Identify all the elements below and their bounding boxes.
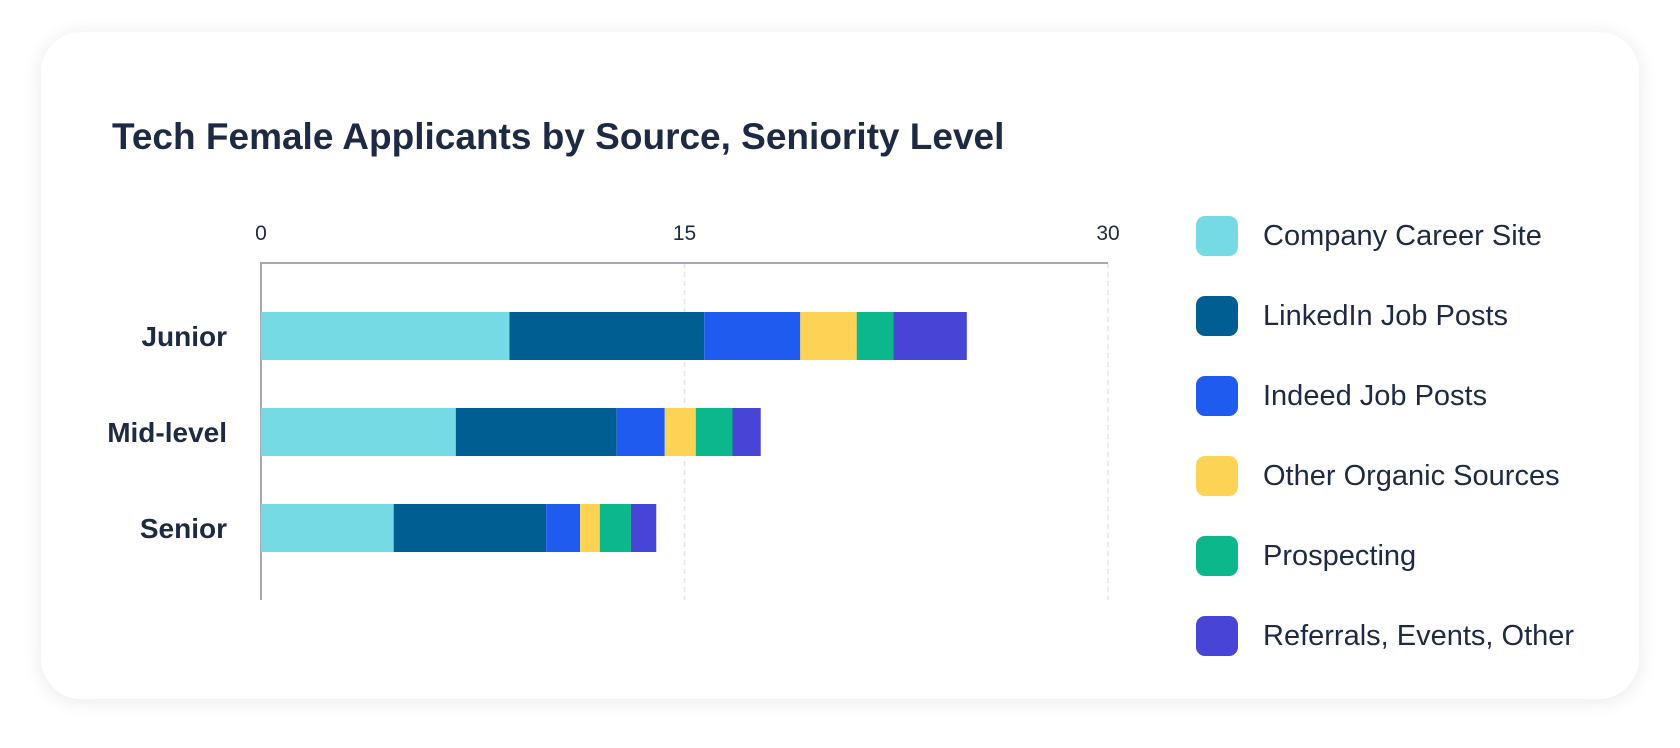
legend-swatch	[1196, 296, 1238, 336]
bar-segment-senior-5	[630, 504, 657, 552]
bar-segment-senior-0	[261, 504, 394, 552]
bar-segment-senior-3	[580, 504, 600, 552]
legend-item: Company Career Site	[1196, 216, 1542, 256]
bar-segment-mid-level-3	[664, 408, 696, 456]
legend-item: Prospecting	[1196, 536, 1416, 576]
legend-swatch	[1196, 536, 1238, 576]
legend-item: LinkedIn Job Posts	[1196, 296, 1508, 336]
legend-swatch	[1196, 216, 1238, 256]
x-tick-label: 15	[673, 222, 696, 245]
bar-segment-mid-level-4	[695, 408, 733, 456]
bar-segment-junior-1	[509, 312, 705, 360]
category-label: Senior	[140, 513, 227, 544]
legend-label: Other Organic Sources	[1263, 459, 1560, 492]
x-tick-label: 30	[1096, 222, 1119, 245]
bar-segment-senior-4	[599, 504, 631, 552]
category-label: Junior	[141, 321, 227, 352]
legend-label: Prospecting	[1263, 539, 1417, 572]
bar-segment-senior-2	[546, 504, 581, 552]
legend-label: Indeed Job Posts	[1263, 379, 1488, 412]
bar-segment-junior-5	[893, 312, 967, 360]
legend-label: Company Career Site	[1263, 219, 1542, 252]
bar-segment-junior-0	[261, 312, 510, 360]
legend-item: Other Organic Sources	[1196, 456, 1560, 496]
bar-segment-mid-level-5	[732, 408, 761, 456]
legend-swatch	[1196, 376, 1238, 416]
legend-label: Referrals, Events, Other	[1263, 619, 1575, 652]
bar-segment-junior-4	[856, 312, 894, 360]
bar-segment-senior-1	[393, 504, 547, 552]
chart-title: Tech Female Applicants by Source, Senior…	[112, 116, 1005, 157]
x-tick-label: 0	[255, 222, 267, 245]
legend-swatch	[1196, 456, 1238, 496]
bar-segment-junior-3	[800, 312, 857, 360]
legend-item: Indeed Job Posts	[1196, 376, 1487, 416]
bar-segment-mid-level-2	[616, 408, 665, 456]
legend-swatch	[1196, 616, 1238, 656]
bar-segment-junior-2	[704, 312, 801, 360]
bar-segment-mid-level-0	[261, 408, 456, 456]
legend-label: LinkedIn Job Posts	[1263, 299, 1509, 332]
chart-card	[41, 32, 1639, 699]
bar-segment-mid-level-1	[455, 408, 617, 456]
category-label: Mid-level	[107, 417, 227, 448]
legend-item: Referrals, Events, Other	[1196, 616, 1574, 656]
